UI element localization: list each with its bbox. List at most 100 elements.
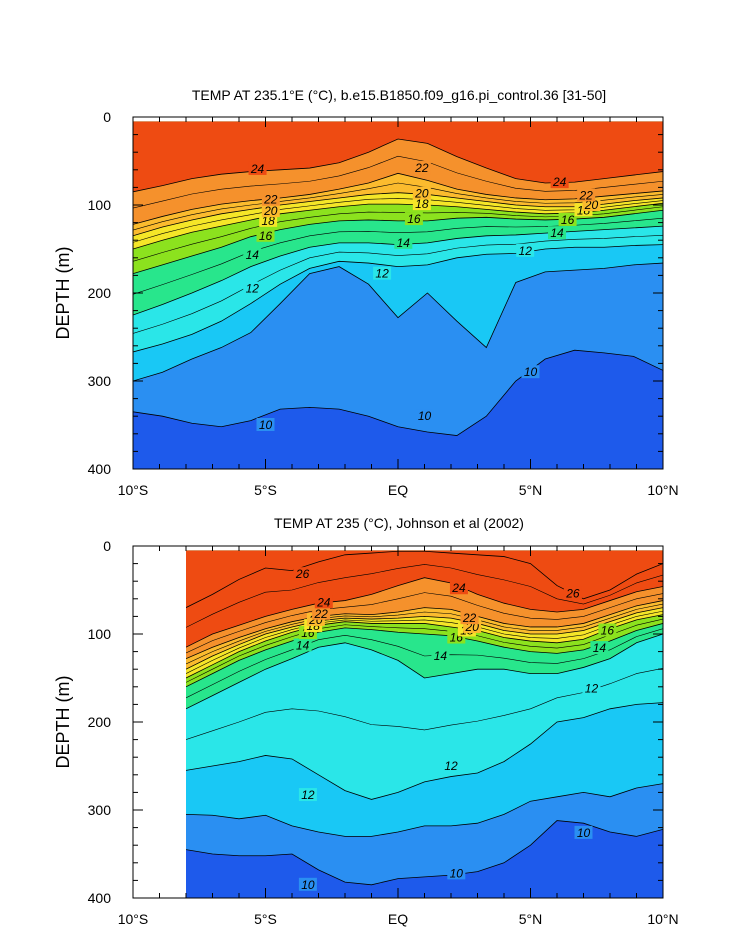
contour-label: 24	[451, 581, 466, 595]
bottom-panel-title: TEMP AT 235 (°C), Johnson et al (2002)	[274, 515, 524, 531]
contour-label: 22	[263, 193, 278, 207]
contour-label-bg	[582, 681, 601, 695]
isotherm-23	[186, 592, 663, 654]
contour-label: 26	[565, 587, 580, 601]
contour-label: 12	[444, 759, 458, 773]
bottom-contour-panel: TEMP AT 235 (°C), Johnson et al (2002) D…	[53, 515, 679, 927]
contour-label: 10	[577, 826, 591, 840]
contour-label-bg	[442, 759, 460, 772]
contour-label-bg	[412, 197, 431, 211]
y-tick-label: 200	[88, 285, 112, 301]
x-tick-label: 5°S	[254, 482, 277, 498]
isotherm-20	[186, 607, 663, 670]
isotherm-11	[186, 783, 663, 837]
isotherm-15	[186, 628, 663, 699]
contour-label: 14	[550, 226, 564, 240]
contour-label-bg	[577, 188, 596, 202]
bottom-y-axis-label: DEPTH (m)	[53, 676, 73, 769]
contour-label-bg	[412, 161, 431, 175]
x-tick-label: 5°N	[519, 911, 543, 927]
isotherm-14	[186, 633, 663, 710]
isotherm-16	[186, 623, 663, 688]
isotherm-23	[133, 155, 663, 209]
contour-label-bg	[312, 606, 331, 620]
contour-label-bg	[314, 595, 333, 609]
y-tick-label: 100	[88, 626, 112, 642]
x-tick-label: EQ	[388, 911, 408, 927]
contour-label: 24	[316, 595, 331, 609]
y-tick-label: 300	[88, 802, 112, 818]
contour-label: 10	[524, 365, 538, 379]
contour-label: 12	[375, 267, 389, 281]
contour-label-bg	[516, 243, 535, 257]
band-24	[133, 121, 663, 192]
isotherm-11	[133, 262, 663, 382]
contour-label: 22	[462, 611, 477, 625]
contour-label: 10	[450, 866, 464, 880]
top-panel-title: TEMP AT 235.1°E (°C), b.e15.B1850.f09_g1…	[192, 87, 606, 103]
contour-label: 16	[601, 623, 615, 637]
contour-label: 12	[246, 282, 260, 296]
contour-label-bg	[412, 186, 431, 200]
isotherm-18	[186, 614, 663, 679]
contour-label-bg	[248, 161, 267, 175]
isotherm-10	[186, 820, 663, 886]
contour-label-bg	[261, 192, 280, 206]
y-tick-label: 400	[88, 890, 112, 906]
isotherm-13	[133, 235, 663, 334]
contour-label: 12	[585, 682, 599, 696]
contour-label-bg	[373, 266, 392, 280]
contour-label: 14	[296, 638, 310, 652]
top-y-axis-label: DEPTH (m)	[53, 247, 73, 340]
y-tick-label: 0	[103, 109, 111, 125]
contour-label: 18	[415, 197, 429, 211]
contour-label-bg	[447, 866, 466, 880]
contour-label-bg	[256, 418, 275, 431]
contour-label-bg	[298, 788, 317, 802]
contour-label-bg	[590, 641, 609, 655]
contour-label-bg	[415, 409, 434, 423]
contour-label: 14	[397, 236, 411, 250]
contour-label-bg	[293, 567, 312, 581]
top-contour-panel: TEMP AT 235.1°E (°C), b.e15.B1850.f09_g1…	[53, 87, 679, 498]
contour-label: 26	[295, 567, 310, 581]
contour-label-bg	[256, 228, 275, 242]
y-tick-label: 400	[88, 461, 112, 477]
isotherm-21	[186, 603, 663, 665]
contour-fills	[133, 121, 663, 470]
contour-label-bg	[431, 649, 450, 662]
isotherm-25	[186, 564, 663, 628]
contour-label: 14	[434, 649, 448, 663]
isotherm-21	[133, 182, 663, 231]
contour-label: 20	[263, 204, 278, 218]
x-tick-label: 5°N	[519, 482, 543, 498]
contour-label-bg	[574, 825, 593, 839]
isotherm-17	[186, 618, 663, 683]
contour-label: 10	[301, 878, 315, 892]
x-tick-label: 10°S	[118, 911, 149, 927]
contour-label-bg	[521, 365, 540, 379]
contour-label-bg	[293, 638, 312, 652]
contour-label: 14	[246, 248, 260, 262]
x-tick-label: 10°S	[118, 482, 149, 498]
isotherm-12	[186, 702, 663, 800]
contour-label-bg	[261, 204, 280, 218]
contour-label: 16	[407, 212, 421, 226]
y-tick-label: 100	[88, 197, 112, 213]
contour-label: 24	[552, 175, 567, 189]
contour-label: 20	[414, 187, 429, 201]
contour-label: 22	[414, 161, 429, 175]
y-tick-label: 0	[103, 538, 111, 554]
contour-label-bg	[550, 175, 569, 189]
isotherm-10	[133, 349, 663, 436]
contour-label-bg	[243, 281, 262, 295]
contour-label: 24	[250, 162, 265, 176]
isotherm-24	[133, 138, 663, 193]
contour-label: 22	[578, 188, 593, 202]
band-26	[186, 550, 663, 608]
contour-label-bg	[460, 611, 479, 625]
x-tick-label: 10°N	[647, 482, 678, 498]
contour-fills	[186, 550, 663, 898]
contour-label: 10	[418, 409, 432, 423]
